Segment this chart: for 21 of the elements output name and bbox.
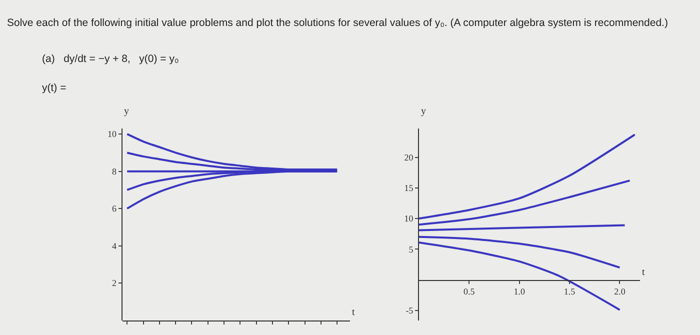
y-axis-title: y (124, 106, 129, 117)
text: y(t) = (42, 82, 66, 94)
chart-subtitle: (a) dy/dt = −y + 8, y(0) = y₀ (42, 53, 179, 65)
y-axis-title: y (421, 106, 426, 117)
y-tick-label: -5 (406, 306, 414, 316)
x-tick-label: 1.0 (514, 286, 526, 297)
y-tick-label: 15 (404, 183, 414, 194)
y-tick-label: 5 (408, 244, 414, 254)
x-axis-title: t (642, 267, 645, 278)
x-axis-title: t (352, 307, 355, 318)
y-tick-label: 10 (404, 214, 414, 224)
y-tick-label: 2 (112, 278, 116, 288)
y-tick-label: 4 (112, 240, 117, 251)
x-tick-label: 0.5 (464, 286, 476, 297)
x-tick-label: 2.0 (614, 286, 626, 297)
y-tick-label: 8 (112, 166, 117, 176)
chart-title: Solve each of the following initial value problems and plot the solutions for several values of y₀. (A computer algebra system is recommended.) (7, 17, 668, 29)
y-tick-label: 20 (404, 152, 414, 162)
y-tick-label: 10 (108, 129, 117, 140)
x-tick-label: 1.5 (564, 286, 576, 297)
y-tick-label: 6 (112, 204, 117, 214)
